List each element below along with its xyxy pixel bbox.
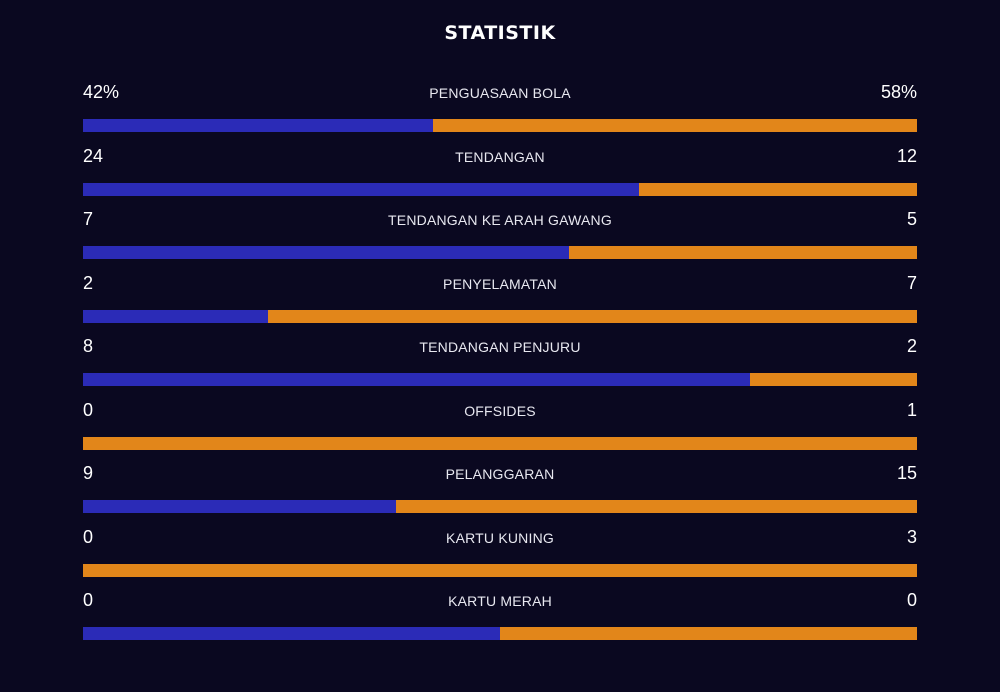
home-value: 8 bbox=[83, 336, 94, 356]
comparison-bar bbox=[83, 373, 917, 386]
comparison-bar bbox=[83, 436, 917, 450]
comparison-bar bbox=[83, 119, 917, 132]
away-value: 5 bbox=[906, 209, 917, 229]
stat-label: KARTU MERAH bbox=[448, 593, 552, 609]
away-bar-segment bbox=[639, 182, 917, 196]
away-bar-segment bbox=[83, 563, 917, 577]
comparison-bar bbox=[83, 563, 917, 577]
comparison-bar bbox=[83, 309, 917, 323]
stat-row-yellow-cards: 0 KARTU KUNING 3 bbox=[83, 525, 917, 589]
stat-row-offsides: 0 OFFSIDES 1 bbox=[83, 398, 917, 462]
stat-label: KARTU KUNING bbox=[446, 529, 554, 546]
home-bar-segment bbox=[83, 182, 640, 196]
home-value: 0 bbox=[83, 590, 94, 610]
away-value: 3 bbox=[906, 526, 917, 547]
stat-row-shots-on-target: 7 TENDANGAN KE ARAH GAWANG 5 bbox=[83, 207, 917, 271]
away-bar-segment bbox=[569, 246, 917, 259]
stats-list: 42% PENGUASAAN BOLA 58% 24 TENDANGAN 1 2 … bbox=[83, 80, 917, 652]
away-value: 15 bbox=[896, 463, 917, 483]
stat-label: TENDANGAN KE ARAH GAWANG bbox=[388, 212, 612, 228]
stat-label: PENYELAMATAN bbox=[443, 275, 557, 292]
away-value: 7 bbox=[906, 272, 917, 293]
home-value: 0 bbox=[83, 526, 94, 547]
comparison-bar bbox=[83, 627, 917, 640]
stat-row-saves: 2 PENYELAMATAN 7 bbox=[83, 271, 917, 335]
stat-row-shots: 24 TENDANGAN 12 bbox=[83, 144, 917, 208]
home-value: 2 bbox=[83, 272, 94, 293]
stat-label: OFFSIDES bbox=[464, 402, 536, 419]
away-bar-segment bbox=[433, 119, 917, 132]
home-value: 9 bbox=[83, 463, 94, 483]
stat-label: TENDANGAN bbox=[455, 148, 545, 165]
stat-label: PENGUASAAN BOLA bbox=[429, 85, 571, 101]
away-bar-segment bbox=[268, 309, 917, 323]
stat-label: TENDANGAN PENJURU bbox=[419, 339, 581, 355]
away-bar-segment bbox=[395, 500, 917, 513]
away-value: 0 bbox=[906, 590, 917, 610]
home-bar-segment bbox=[83, 309, 269, 323]
stat-row-corners: 8 TENDANGAN PENJURU 2 bbox=[83, 334, 917, 398]
stat-label: PELANGGARAN bbox=[445, 466, 555, 482]
home-value: 24 bbox=[83, 145, 104, 166]
home-bar-segment bbox=[83, 627, 500, 640]
home-value: 7 bbox=[83, 209, 94, 229]
comparison-bar bbox=[83, 246, 917, 259]
away-value: 12 bbox=[896, 145, 917, 166]
away-bar-segment bbox=[83, 436, 917, 450]
stat-row-fouls: 9 PELANGGARAN 15 bbox=[83, 461, 917, 525]
home-bar-segment bbox=[83, 246, 570, 259]
panel-title: STATISTIK bbox=[444, 22, 556, 44]
stat-row-red-cards: 0 KARTU MERAH 0 bbox=[83, 588, 917, 652]
away-bar-segment bbox=[750, 373, 917, 386]
stat-row-possession: 42% PENGUASAAN BOLA 58% bbox=[83, 80, 917, 144]
away-bar-segment bbox=[500, 627, 917, 640]
home-bar-segment bbox=[83, 373, 751, 386]
away-value: 2 bbox=[906, 336, 917, 356]
away-value: 58% bbox=[880, 82, 917, 102]
comparison-bar bbox=[83, 182, 917, 196]
home-bar-segment bbox=[83, 119, 434, 132]
home-value: 0 bbox=[83, 399, 94, 420]
comparison-bar bbox=[83, 500, 917, 513]
away-value: 1 bbox=[906, 399, 917, 420]
home-bar-segment bbox=[83, 500, 396, 513]
home-value: 42% bbox=[83, 82, 120, 102]
